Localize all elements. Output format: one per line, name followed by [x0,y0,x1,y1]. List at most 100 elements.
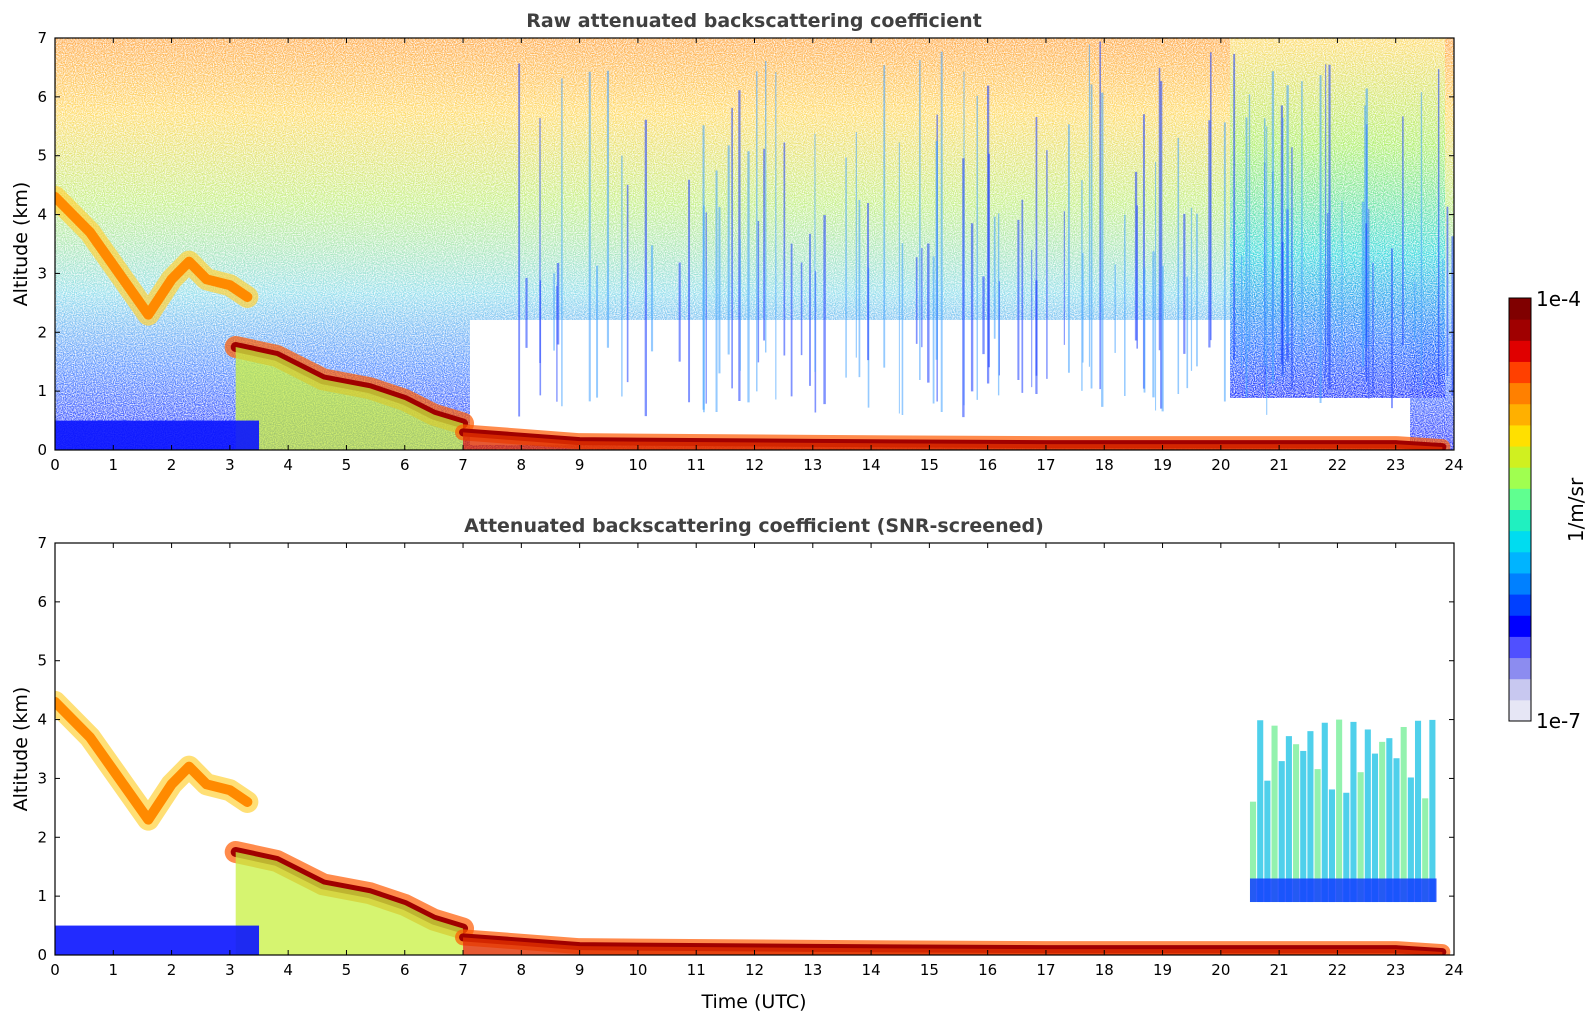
x-tick-label: 3 [225,456,235,474]
evening-aerosol-region-column [1357,772,1364,903]
evening-aerosol-region-column [1264,780,1271,903]
boundary-layer-fill [463,937,1443,955]
y-tick-label: 1 [37,382,47,400]
panel-raw-title: Raw attenuated backscattering coefficien… [526,10,982,32]
x-tick-label: 5 [342,456,352,474]
colorbar-band [1509,594,1531,616]
x-tick-label: 10 [628,456,647,474]
x-tick-label: 22 [1328,456,1347,474]
x-tick-label: 7 [458,456,468,474]
elevated-layer-plume [235,347,464,450]
y-tick-label: 5 [37,147,47,165]
evening-aerosol-region-column [1328,789,1335,903]
x-tick-label: 10 [628,961,647,979]
evening-aerosol-region-base [1249,878,1437,903]
evening-aerosol-region-column [1407,777,1414,903]
y-tick-label: 6 [37,593,47,611]
x-tick-label: 2 [167,456,177,474]
y-tick-label: 1 [37,887,47,905]
evening-aerosol-region-column [1314,769,1321,903]
x-tick-label: 11 [687,456,706,474]
raw-noise-streaks [518,41,1454,418]
colorbar-bands [1509,298,1531,722]
x-tick-label: 17 [1036,456,1055,474]
evening-aerosol-region-column [1393,758,1400,903]
x-tick-label: 1 [109,961,119,979]
evening-aerosol-region-column [1414,720,1422,903]
colorbar-band [1509,424,1531,447]
x-tick-label: 21 [1270,961,1289,979]
x-tick-label: 24 [1444,456,1463,474]
evening-aerosol-region-column [1371,753,1379,903]
colorbar-band [1509,551,1531,574]
y-tick-label: 4 [37,711,47,729]
colorbar-band [1509,699,1531,722]
descending-aerosol-layer [55,191,253,320]
evening-aerosol-region-column [1278,761,1285,903]
evening-aerosol-region-column [1285,736,1292,903]
x-tick-label: 16 [978,456,997,474]
x-tick-label: 9 [575,961,585,979]
x-tick-label: 1 [109,456,119,474]
evening-aerosol-region-column [1300,750,1307,903]
x-tick-label: 11 [687,961,706,979]
evening-aerosol-region-column [1307,731,1314,903]
evening-aerosol-region-column [1321,722,1328,903]
colorbar-band [1509,340,1531,362]
colorbar-band [1509,446,1531,468]
x-tick-label: 13 [803,961,822,979]
elevated-layer-plume [235,852,464,955]
x-tick-label: 16 [978,961,997,979]
colorbar-band [1509,361,1531,384]
x-tick-label: 17 [1036,961,1055,979]
x-tick-label: 20 [1211,456,1230,474]
y-tick-label: 2 [37,828,47,846]
evening-aerosol-region-column [1271,725,1278,903]
colorbar-band [1509,657,1531,680]
x-tick-label: 4 [283,456,293,474]
x-tick-label: 8 [517,456,527,474]
x-tick-label: 15 [920,961,939,979]
x-tick-label: 3 [225,961,235,979]
evening-aerosol-region-column [1379,741,1386,903]
colorbar-band [1509,382,1531,405]
colorbar-band [1509,488,1531,510]
colorbar-band [1509,530,1531,553]
y-tick-label: 2 [37,323,47,341]
x-tick-label: 6 [400,961,410,979]
y-tick-label: 3 [37,264,47,282]
x-tick-label: 13 [803,456,822,474]
x-tick-label: 19 [1153,456,1172,474]
x-tick-label: 19 [1153,961,1172,979]
x-tick-label: 9 [575,456,585,474]
evening-aerosol-region-column [1249,801,1257,903]
panel-raw: Raw attenuated backscattering coefficien… [10,10,1464,474]
y-tick-label: 5 [37,652,47,670]
x-tick-label: 23 [1386,961,1405,979]
colorbar-frame [1508,297,1532,722]
evening-aerosol-region-column [1293,744,1300,903]
x-tick-label: 21 [1270,456,1289,474]
panel-raw-axes: 0 1 2 3 4 5 6 7 8 9 10 11 12 13 14 15 16 17 18 19 20 21 22 23 24… [37,29,1463,474]
y-tick-label: 7 [37,534,47,552]
evening-aerosol-region-column [1429,719,1436,903]
panel-screened-ylabel: Altitude (km) [10,687,32,812]
x-tick-label: 0 [50,961,60,979]
colorbar-band [1509,298,1531,320]
panel-raw-heatmap [55,38,1454,450]
evening-aerosol-region-column [1350,721,1357,903]
panel-screened-title: Attenuated backscattering coefficient (S… [464,515,1044,537]
colorbar-band [1509,636,1531,659]
evening-aerosol-region-column [1343,792,1350,903]
screened-features [55,690,1451,955]
x-tick-label: 18 [1095,456,1114,474]
evening-aerosol-region-column [1364,729,1371,903]
x-tick-label: 18 [1095,961,1114,979]
evening-aerosol-region-column [1336,719,1343,903]
x-tick-label: 23 [1386,456,1405,474]
colorbar-band [1509,572,1531,595]
evening-aerosol-region-column [1386,738,1393,903]
panel-screened: Attenuated backscattering coefficient (S… [10,515,1464,1013]
x-tick-label: 4 [283,961,293,979]
